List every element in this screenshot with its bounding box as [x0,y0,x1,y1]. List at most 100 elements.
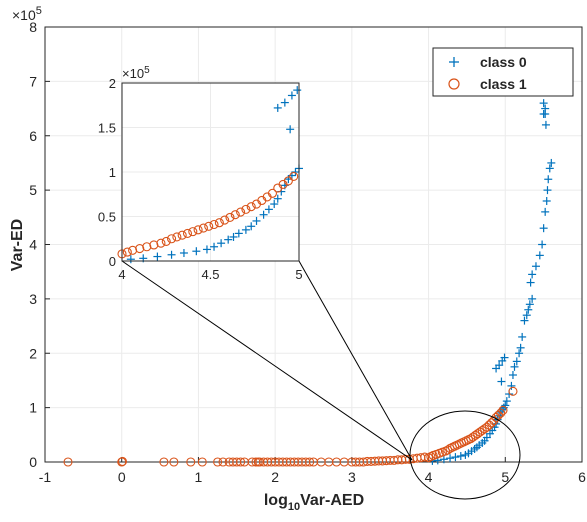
inset-data-point-class-1 [214,218,224,228]
data-point-class-0 [451,453,460,462]
data-point-class-0 [541,207,550,216]
data-point-class-0 [541,120,550,129]
data-point-class-1 [486,418,497,428]
data-point-class-0 [522,311,531,320]
legend-box [432,47,574,97]
data-point-class-1 [213,457,223,467]
inset-y-tick-label: 0.5 [98,210,116,225]
data-point-class-1 [508,386,518,396]
inset-data-point-class-0 [241,225,250,234]
inset-data-point-class-1 [161,236,171,246]
inset-data-point-class-1 [177,230,187,240]
inset-data-point-class-0 [270,200,279,209]
data-point-class-0 [524,305,533,314]
data-point-class-0 [495,361,504,370]
data-point-class-1 [218,457,228,467]
data-point-class-1 [63,457,73,467]
inset-y-tick-labels: 0 0.5 1 1.5 2 [98,76,116,269]
y-tick-label: 5 [29,182,37,198]
x-tick-label: 3 [348,469,356,485]
x-tick-label: 1 [195,469,203,485]
x-tick-labels: -1 0 1 2 3 4 5 6 [39,469,586,485]
data-point-class-0 [526,278,535,287]
inset-data-point-class-1 [225,212,235,222]
inset-data-point-class-0 [210,242,219,251]
inset-data-point-class-1 [149,240,159,250]
inset-data-point-class-0 [179,248,188,257]
data-point-class-0 [542,197,551,205]
data-point-class-1 [468,432,478,442]
y-tick-label: 4 [29,237,37,253]
inset-data-point-class-0 [126,255,135,264]
inset-data-point-class-0 [286,125,295,134]
inset-y-tick-label: 1 [109,165,116,180]
data-point-class-0 [535,251,544,260]
legend-label-class-0: class 0 [480,54,527,70]
inset-data-point-class-0 [234,229,243,238]
x-tick-label: 2 [271,469,279,485]
inset-data-point-class-0 [273,103,282,112]
data-point-class-0 [528,270,537,279]
zoom-ellipse [409,410,521,500]
legend-marker-class-1 [448,78,460,90]
data-point-class-0 [545,164,554,173]
y-tick-label: 2 [29,345,37,361]
inset-data-point-class-0 [287,91,296,100]
data-point-class-1 [498,405,508,415]
inset-data-point-class-1 [241,204,251,214]
y-exponent-label: ×105 [12,5,42,23]
data-point-class-1 [236,457,246,467]
inset-data-point-class-0 [167,250,176,259]
x-tick-label: 0 [118,469,126,485]
legend-label-class-1: class 1 [480,76,527,92]
data-point-class-1 [477,425,487,436]
inset-data-point-class-1 [289,171,299,181]
data-point-class-1 [117,456,128,467]
data-point-class-1 [470,430,480,440]
x-tick-label: 6 [578,469,586,485]
inset-data-point-class-1 [198,223,208,233]
zoom-connector-right [298,260,413,461]
inset-data-point-class-1 [246,202,256,212]
data-point-class-0 [516,343,525,352]
legend: class 0 class 1 [432,47,574,97]
y-axis-label: Var-ED [9,219,26,271]
data-point-class-0 [512,357,521,366]
inset-data-point-class-0 [259,210,268,219]
inset-data-point-class-0 [247,222,256,231]
inset-data-point-class-0 [229,232,238,241]
data-point-class-0 [518,332,527,341]
data-point-class-0 [547,158,556,167]
data-point-class-0 [539,99,548,108]
y-tick-label: 3 [29,291,37,307]
inset-data-point-class-1 [193,225,203,235]
inset-x-tick-label: 4.5 [201,267,219,282]
data-point-class-1 [169,457,179,467]
data-point-class-1 [496,408,506,418]
data-point-class-0 [538,240,547,249]
inset-data-point-class-1 [267,188,278,198]
inset-data-point-class-1 [283,176,293,186]
data-point-class-0 [543,186,552,195]
data-point-class-1 [197,457,207,467]
inset-data-point-class-1 [167,234,177,244]
x-tick-label: -1 [39,469,52,485]
inset-data-point-class-1 [209,219,219,230]
inset-axes-frame [121,82,300,262]
inset-y-tick-label: 1.5 [98,121,116,136]
data-point-class-0 [497,377,506,386]
data-point-class-0 [507,381,516,390]
y-tick-label: 6 [29,128,37,144]
data-point-class-0 [544,175,553,184]
zoom-connector-left [121,260,413,461]
data-point-class-0 [446,454,455,463]
inset-y-tick-label: 2 [109,76,116,91]
inset-data-point-class-1 [156,238,166,248]
data-point-class-1 [186,457,196,467]
inset-data-point-class-0 [252,216,261,225]
inset-data-point-class-0 [153,252,162,261]
data-point-class-1 [493,410,503,420]
inset-data-point-class-0 [280,98,289,107]
inset-data-point-class-1 [236,207,246,217]
